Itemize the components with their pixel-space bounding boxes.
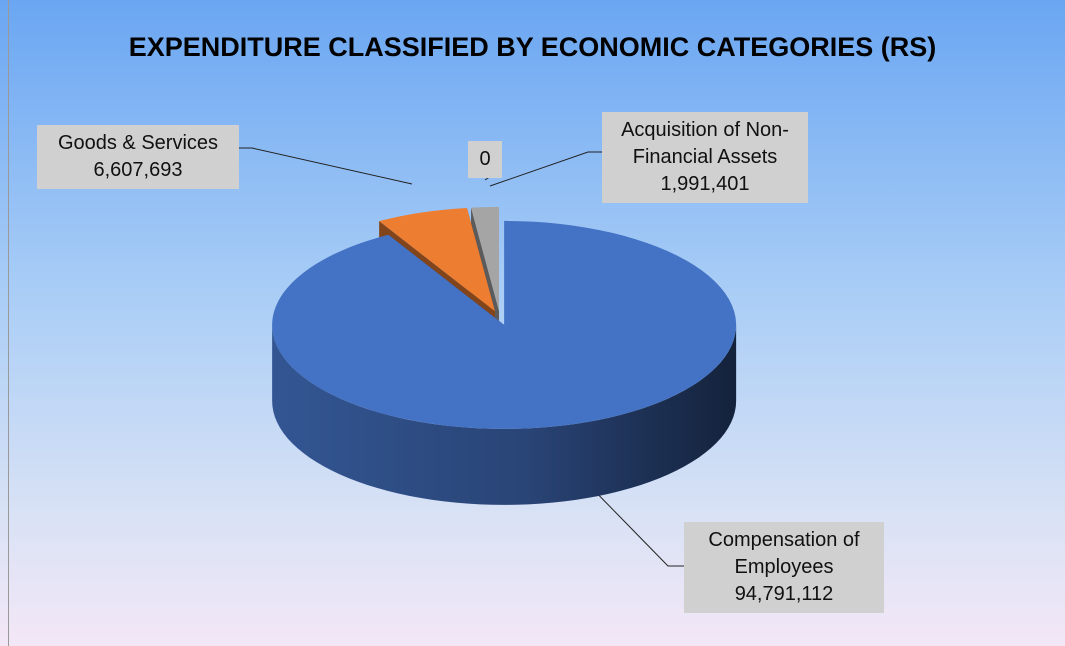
leader-line [581,477,684,567]
data-label: Goods & Services 6,607,693 [37,125,239,189]
label-value: 94,791,112 [734,583,834,605]
data-label: Compensation of Employees 94,791,112 [684,522,884,613]
data-label: Acquisition of Non-Financial Assets 1,99… [602,112,808,203]
label-category: Goods & Services [57,132,219,154]
label-value: 0 [479,148,491,170]
label-category: Compensation of Employees [708,529,860,578]
label-value: 6,607,693 [93,159,183,181]
pie-slice [471,206,500,311]
label-category: Acquisition of Non-Financial Assets [621,119,789,168]
chart-title: EXPENDITURE CLASSIFIED BY ECONOMIC CATEG… [128,32,937,62]
pie-slice [272,220,737,429]
data-label: 0 [468,141,502,178]
label-value: 1,991,401 [660,173,750,195]
leader-line [489,151,603,187]
leader-line [238,147,413,185]
chart-frame [8,0,1065,646]
slice-wall [272,324,737,505]
pie-slice [379,207,495,312]
